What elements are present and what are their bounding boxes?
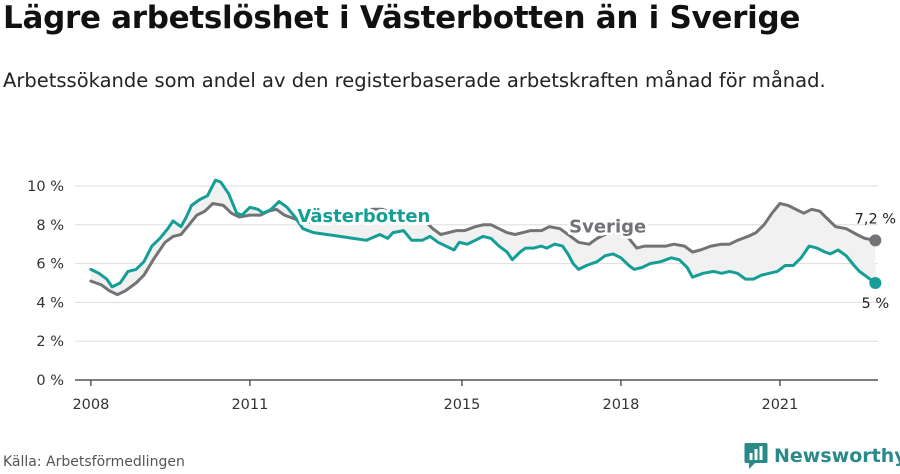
end-label-sverige: 7,2 % — [855, 211, 896, 227]
y-axis-ticks: 0 % 2 % 4 % 6 % 8 % 10 % — [27, 179, 64, 389]
page-title: Lägre arbetslöshet i Västerbotten än i S… — [3, 0, 801, 36]
x-tick-label: 2008 — [72, 397, 109, 413]
x-tick-label: 2018 — [602, 397, 639, 413]
series-label-v-sterbotten: Västerbotten — [297, 206, 430, 227]
x-tick-label: 2021 — [761, 397, 798, 413]
y-tick-label: 10 % — [27, 179, 64, 195]
end-point-v-sterbotten — [869, 277, 882, 289]
series-line-sverige — [89, 202, 877, 297]
page-subtitle: Arbetssökande som andel av den registerb… — [3, 69, 826, 92]
y-tick-label: 8 % — [36, 218, 64, 234]
end-label-v-sterbotten: 5 % — [862, 296, 890, 312]
series-lines — [89, 178, 882, 297]
series-label-sverige: Sverige — [569, 217, 646, 238]
x-axis-ticks: 2008 2011 2015 2018 2021 — [72, 380, 798, 413]
series-labels: 7,2 % 5 % Västerbotten Sverige — [294, 203, 896, 312]
y-tick-label: 2 % — [36, 334, 64, 350]
end-point-sverige — [869, 234, 882, 247]
y-tick-label: 4 % — [36, 295, 64, 311]
y-tick-label: 0 % — [36, 373, 64, 389]
x-tick-label: 2015 — [443, 397, 480, 413]
source-note: Källa: Arbetsförmedlingen — [3, 454, 185, 470]
grid-lines — [75, 185, 878, 342]
y-tick-label: 6 % — [36, 257, 64, 273]
x-tick-label: 2011 — [231, 397, 268, 413]
series-line-v-sterbotten — [89, 178, 877, 289]
brand-logo: Newsworthy — [744, 441, 900, 471]
newsworthy-logo-icon — [744, 443, 768, 469]
brand-name: Newsworthy — [774, 445, 900, 467]
